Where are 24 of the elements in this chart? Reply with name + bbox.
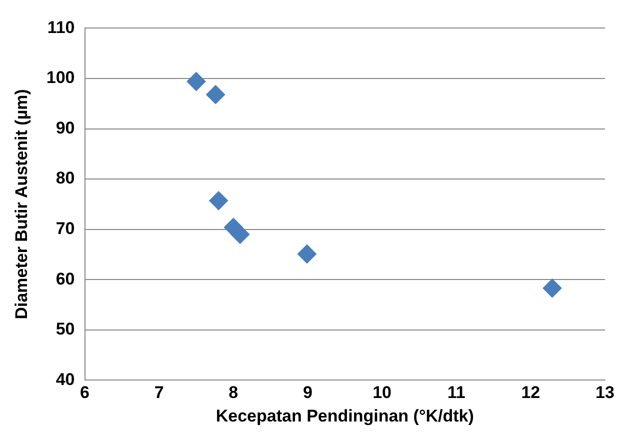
y-tick-label: 80	[56, 168, 75, 188]
x-tick-label: 9	[302, 383, 312, 402]
x-tick-label: 6	[80, 383, 90, 402]
x-tick-label: 11	[447, 383, 466, 402]
x-tick-label: 7	[154, 383, 164, 402]
y-tick-label: 40	[56, 370, 75, 389]
y-tick-label: 70	[56, 219, 75, 238]
y-tick-label: 100	[46, 68, 75, 88]
x-axis-title: Kecepatan Pendinginan (°K/dtk)	[216, 406, 474, 426]
point	[297, 244, 316, 264]
x-tick-label: 13	[596, 383, 614, 402]
x-tick-label: 12	[521, 383, 540, 402]
point	[206, 85, 226, 104]
y-axis-title: Diameter Butir Austenit (µm)	[12, 89, 31, 320]
point	[230, 224, 250, 244]
x-tick-label: 10	[372, 383, 392, 402]
point	[542, 278, 562, 298]
point	[209, 191, 228, 210]
y-tick-label: 90	[56, 118, 75, 138]
y-tick-label: 60	[56, 269, 75, 288]
x-tick-label: 8	[228, 383, 238, 402]
y-tick-label: 110	[47, 18, 75, 37]
point	[186, 72, 206, 92]
y-tick-label: 50	[56, 320, 75, 339]
